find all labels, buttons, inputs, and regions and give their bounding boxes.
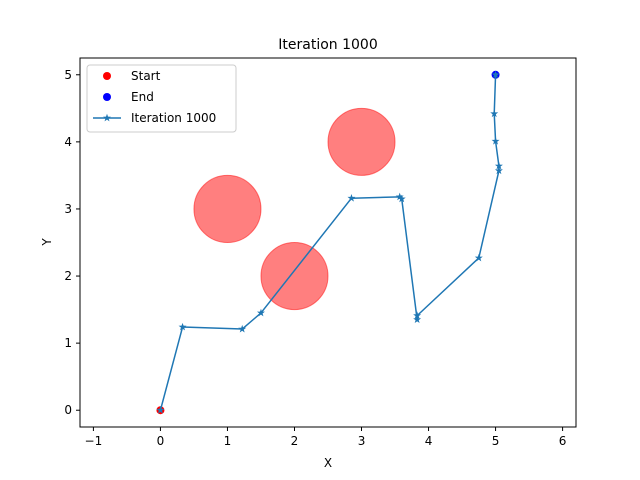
- legend: Start End Iteration 1000: [86, 64, 237, 133]
- legend-start-label: Start: [131, 69, 161, 83]
- axes: −1 0 1 2 3 4 5 6 0 1 2 3 4 5: [64, 57, 577, 448]
- legend-start-marker: [103, 72, 111, 80]
- chart-title: Iteration 1000: [278, 37, 377, 53]
- y-tick-label: 0: [64, 403, 72, 417]
- legend-series-label: Iteration 1000: [131, 111, 216, 125]
- legend-series-marker: [103, 113, 111, 122]
- path-point-marker: [491, 70, 500, 79]
- path-point-marker: [178, 322, 187, 331]
- path-point-marker: [491, 136, 500, 145]
- legend-end-label: End: [131, 90, 154, 104]
- obstacle-circle-3: [327, 107, 396, 176]
- y-tick-label: 2: [64, 269, 72, 283]
- y-tick-label: 3: [64, 202, 72, 216]
- x-tick-label: 1: [224, 434, 232, 448]
- x-tick-label: 0: [157, 434, 165, 448]
- legend-star-icon: [103, 113, 111, 122]
- path-point-marker: [395, 192, 404, 201]
- y-tick-label: 1: [64, 336, 72, 350]
- x-tick-label: 4: [425, 434, 433, 448]
- x-tick-label: 6: [559, 434, 567, 448]
- path-point-marker: [397, 194, 406, 203]
- x-tick-label: 5: [492, 434, 500, 448]
- y-tick-label: 4: [64, 135, 72, 149]
- x-tick-label: −1: [85, 434, 103, 448]
- obstacle-circle-1: [193, 174, 262, 243]
- x-tick-label: 3: [358, 434, 366, 448]
- y-axis-label: Y: [40, 238, 54, 247]
- path-point-marker: [347, 194, 356, 202]
- plot-area: [156, 70, 503, 415]
- path-point-marker: [474, 253, 483, 262]
- axes-frame: [79, 57, 577, 428]
- x-tick-label: 2: [291, 434, 299, 448]
- path-point-marker: [413, 311, 422, 320]
- legend-end-marker: [103, 93, 111, 101]
- path-point-marker: [490, 109, 499, 118]
- legend-frame: [86, 64, 237, 133]
- y-tick-label: 5: [64, 68, 72, 82]
- path-point-marker: [494, 161, 503, 170]
- path-point-marker: [413, 315, 422, 324]
- path-point-marker: [238, 324, 247, 333]
- x-axis-label: X: [324, 456, 332, 470]
- path-point-marker: [494, 166, 503, 175]
- path-point-marker: [156, 406, 165, 414]
- path-point-marker: [256, 308, 265, 317]
